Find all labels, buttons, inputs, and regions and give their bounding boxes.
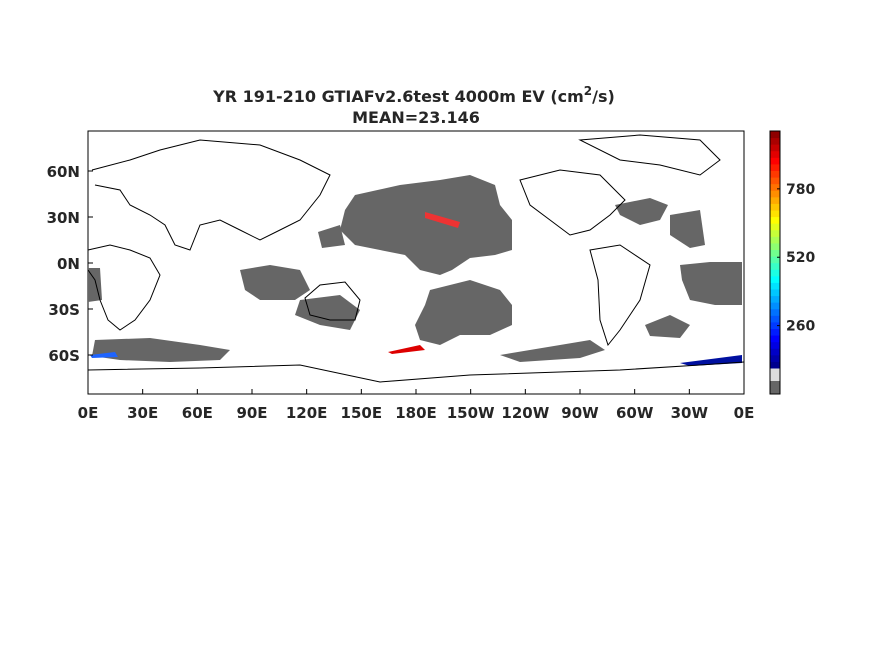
x-labels: 0E 30E 60E 90E 120E 150E 180E 150W 120W 90W 60W 30W… — [78, 389, 755, 422]
colorbar: 260 520 780 — [769, 130, 815, 395]
x-label: 90W — [561, 404, 599, 422]
x-label: 120W — [501, 404, 549, 422]
colorbar-cell — [770, 210, 780, 218]
colorbar-cell — [770, 354, 780, 362]
colorbar-cell — [770, 321, 780, 329]
colorbar-cell — [770, 223, 780, 231]
title: YR 191-210 GTIAFv2.6test 4000m EV (cm2/s… — [212, 84, 615, 106]
colorbar-cell — [770, 177, 780, 185]
colorbar-cell — [770, 302, 780, 310]
colorbar-cell — [770, 236, 780, 244]
colorbar-cell — [770, 361, 780, 369]
colorbar-cell — [770, 144, 780, 152]
x-label: 180E — [395, 404, 437, 422]
colorbar-cell — [770, 269, 780, 277]
y-label: 60N — [47, 163, 80, 181]
colorbar-cell — [770, 163, 780, 171]
colorbar-cell — [770, 229, 780, 237]
colorbar-label: 260 — [786, 319, 815, 335]
x-label: 150W — [447, 404, 495, 422]
title-unit: /s) — [592, 87, 615, 106]
colorbar-cell — [770, 335, 780, 343]
colorbar-cell — [770, 262, 780, 270]
title-superscript: 2 — [584, 84, 592, 98]
colorbar-cell — [770, 289, 780, 297]
colorbar-cell — [770, 249, 780, 257]
colorbar-cell — [770, 137, 780, 145]
colorbar-cell — [770, 131, 780, 139]
colorbar-cell — [770, 295, 780, 303]
x-label: 60E — [182, 404, 213, 422]
colorbar-frame — [769, 130, 781, 395]
y-label: 30N — [47, 209, 80, 227]
x-label: 60W — [616, 404, 654, 422]
y-label: 30S — [48, 301, 80, 319]
x-label: 150E — [341, 404, 383, 422]
colorbar-cell — [770, 150, 780, 158]
y-label: 60S — [48, 347, 80, 365]
colorbar-cell — [770, 203, 780, 211]
colorbar-cell — [770, 157, 780, 165]
map-area — [87, 130, 745, 395]
colorbar-cell — [770, 242, 780, 250]
title-main: YR 191-210 GTIAFv2.6test 4000m EV (cm — [212, 87, 584, 106]
colorbar-cell — [770, 348, 780, 356]
x-label: 0E — [734, 404, 755, 422]
x-label: 90E — [236, 404, 267, 422]
y-labels: 60N 30N 0N 30S 60S — [47, 163, 93, 365]
colorbar-cell — [770, 315, 780, 323]
colorbar-lightgray — [770, 368, 780, 381]
colorbar-cell — [770, 190, 780, 198]
x-label: 120E — [286, 404, 328, 422]
colorbar-label: 780 — [786, 182, 815, 198]
colorbar-cell — [770, 170, 780, 178]
x-label: 0E — [78, 404, 99, 422]
subtitle: MEAN=23.146 — [352, 108, 480, 127]
colorbar-cell — [770, 275, 780, 283]
field — [88, 175, 742, 362]
colorbar-gray — [770, 381, 780, 394]
colorbar-cell — [770, 328, 780, 336]
x-label: 30W — [671, 404, 709, 422]
colorbar-cell — [770, 308, 780, 316]
colorbar-cell — [770, 282, 780, 290]
colorbar-cell — [770, 341, 780, 349]
colorbar-cell — [770, 183, 780, 191]
coastlines — [87, 134, 745, 383]
x-label: 30E — [127, 404, 158, 422]
colorbar-cell — [770, 216, 780, 224]
y-label: 0N — [57, 255, 80, 273]
colorbar-label: 520 — [786, 250, 815, 266]
colorbar-cell — [770, 196, 780, 204]
colorbar-cell — [770, 256, 780, 264]
